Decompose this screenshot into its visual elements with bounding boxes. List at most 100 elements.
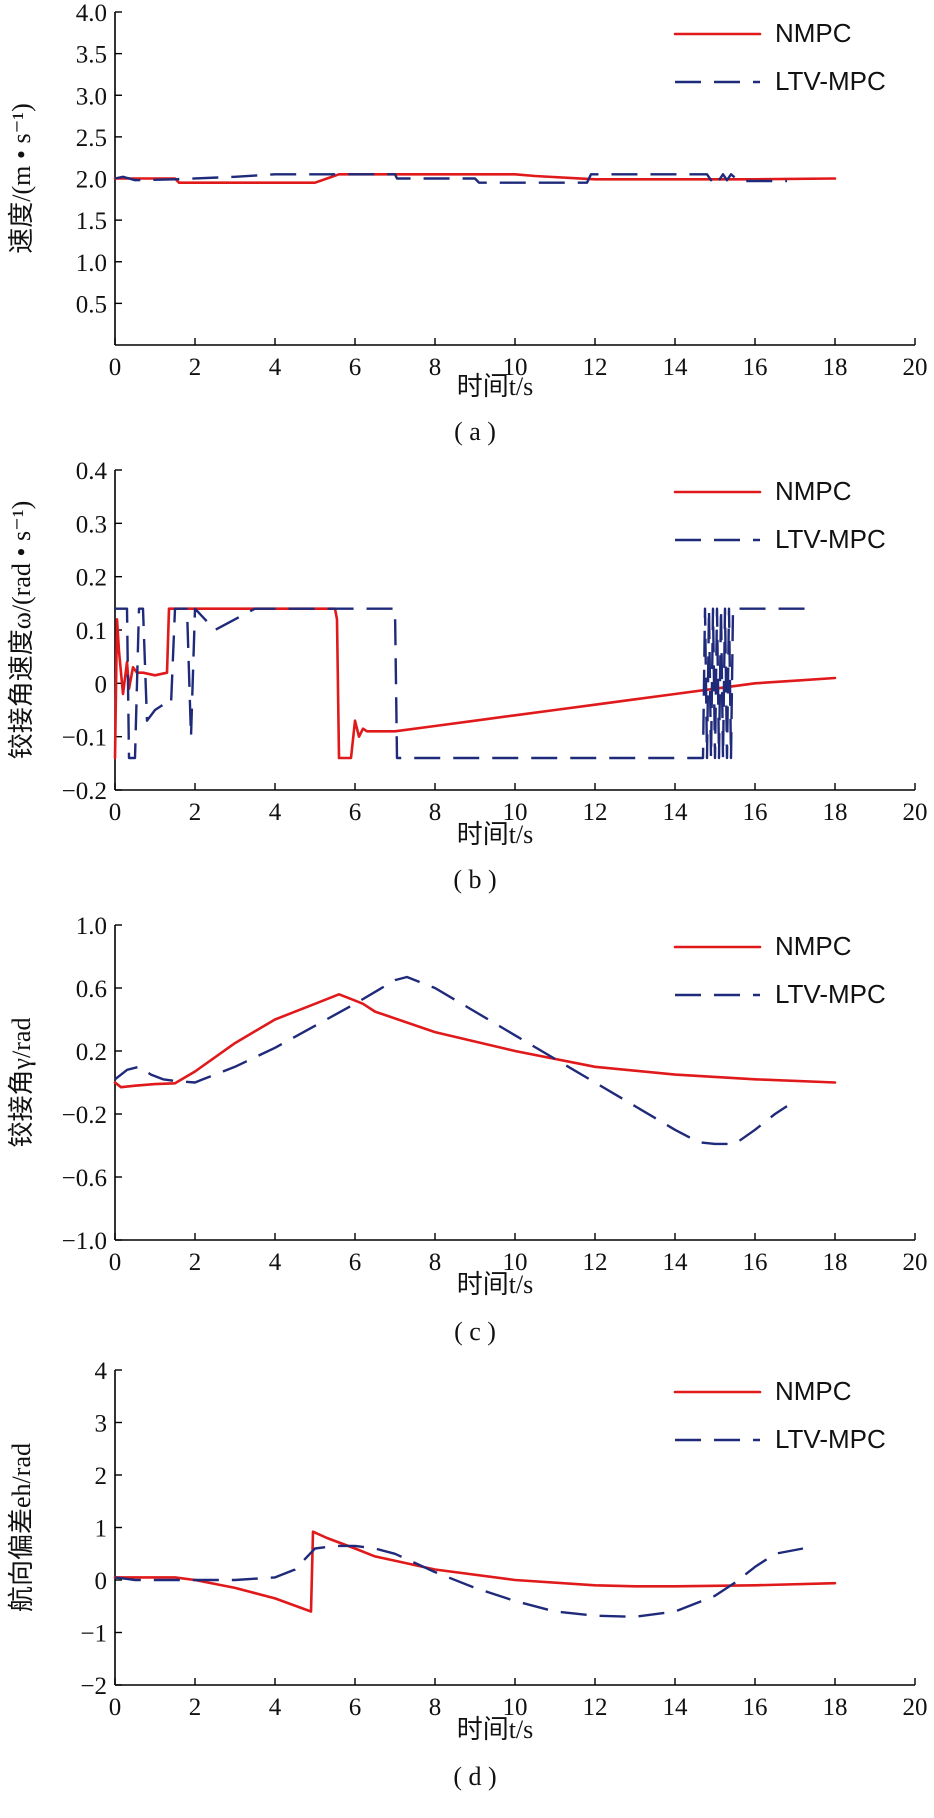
x-tick-label: 10 xyxy=(503,799,528,826)
x-tick-label: 0 xyxy=(109,799,122,826)
y-tick-label: 2.0 xyxy=(76,167,107,194)
y-tick-label: 0.2 xyxy=(76,565,107,592)
y-tick-label: −1.0 xyxy=(62,1228,107,1255)
x-tick-label: 12 xyxy=(583,354,608,381)
legend-label: LTV-MPC xyxy=(775,66,886,96)
y-tick-label: −1 xyxy=(80,1621,107,1648)
series-line-ltv-mpc xyxy=(114,1544,804,1619)
x-tick-label: 8 xyxy=(429,799,442,826)
x-tick-label: 6 xyxy=(349,799,362,826)
y-tick-label: 0 xyxy=(95,671,108,698)
x-tick-label: 10 xyxy=(503,1249,528,1276)
y-tick-label: 1.0 xyxy=(76,913,107,940)
y-tick-label: 0.1 xyxy=(76,618,107,645)
x-tick-label: 4 xyxy=(269,799,282,826)
legend-label: LTV-MPC xyxy=(775,979,886,1009)
legend-label: NMPC xyxy=(775,1376,852,1406)
y-tick-label: 1.5 xyxy=(76,208,107,235)
legend-label: LTV-MPC xyxy=(775,524,886,554)
x-tick-label: 12 xyxy=(583,1694,608,1721)
series-line-nmpc xyxy=(113,1530,837,1613)
y-tick-label: −0.2 xyxy=(62,778,107,805)
chart-panel-2: 0 2 4 6 8 10 12 14 16 18 20 −0.2 −0.1 0 0.1 0.2 0.3 0.4 时间… xyxy=(7,458,928,894)
y-tick-label: 1.0 xyxy=(76,250,107,277)
x-tick-label: 12 xyxy=(583,799,608,826)
x-tick-label: 18 xyxy=(823,1249,848,1276)
x-tick-label: 8 xyxy=(429,1249,442,1276)
y-tick-label: 0.3 xyxy=(76,511,107,538)
x-axis-title: 时间t/s xyxy=(457,372,534,401)
series-line-ltv-mpc xyxy=(115,607,807,760)
y-axis-title: 航向偏差eh/rad xyxy=(7,1443,36,1612)
x-tick-label: 4 xyxy=(269,354,282,381)
y-tick-label: 0.5 xyxy=(76,291,107,318)
x-tick-label: 0 xyxy=(109,354,122,381)
x-tick-label: 20 xyxy=(903,1694,928,1721)
y-tick-label: −0.2 xyxy=(62,1102,107,1129)
panel-label: ( c ) xyxy=(454,1317,496,1346)
legend-label: LTV-MPC xyxy=(775,1424,886,1454)
x-tick-label: 6 xyxy=(349,354,362,381)
y-tick-label: 4 xyxy=(95,1358,108,1385)
chart-panel-1: 0 2 4 6 8 10 12 14 16 18 20 0.5 1.0 1.5 2.0 2.5 3.0 3.5 4.… xyxy=(7,0,928,446)
y-tick-label: −0.1 xyxy=(62,725,107,752)
x-tick-label: 18 xyxy=(823,354,848,381)
x-tick-label: 16 xyxy=(743,799,768,826)
x-tick-label: 2 xyxy=(189,354,202,381)
x-axis-title: 时间t/s xyxy=(457,820,534,849)
x-tick-label: 4 xyxy=(269,1694,282,1721)
x-tick-label: 12 xyxy=(583,1249,608,1276)
legend-label: NMPC xyxy=(775,476,852,506)
x-tick-label: 6 xyxy=(349,1249,362,1276)
x-tick-label: 10 xyxy=(503,354,528,381)
x-tick-label: 20 xyxy=(903,799,928,826)
y-axis-title: 铰接角γ/rad xyxy=(7,1018,36,1148)
y-axis-title: 铰接角速度ω/(rad • s⁻¹) xyxy=(7,501,36,760)
x-tick-label: 8 xyxy=(429,1694,442,1721)
x-tick-label: 0 xyxy=(109,1694,122,1721)
x-tick-label: 2 xyxy=(189,1694,202,1721)
y-tick-label: 3.0 xyxy=(76,83,107,110)
y-tick-label: 3 xyxy=(95,1411,108,1438)
x-tick-label: 14 xyxy=(663,354,689,381)
x-tick-label: 10 xyxy=(503,1694,528,1721)
chart-panel-3: 0 2 4 6 8 10 12 14 16 18 20 −1.0 −0.6 −0.2 0.2 0.6 1.0 时间… xyxy=(7,913,928,1346)
panel-label: ( b ) xyxy=(453,865,496,894)
chart-panel-4: 0 2 4 6 8 10 12 14 16 18 20−2−101234时间t/s航向偏差eh/ra… xyxy=(7,1358,928,1791)
y-tick-label: 0.6 xyxy=(76,976,107,1003)
y-axis-title: 速度/(m • s⁻¹) xyxy=(7,103,36,254)
series-line-nmpc xyxy=(113,607,837,760)
y-tick-label: 4.0 xyxy=(76,0,107,27)
x-tick-label: 2 xyxy=(189,1249,202,1276)
series-line-nmpc xyxy=(113,992,837,1089)
legend-label: NMPC xyxy=(775,931,852,961)
y-tick-label: 1 xyxy=(95,1516,108,1543)
y-tick-label: 2.5 xyxy=(76,125,107,152)
x-tick-label: 16 xyxy=(743,354,768,381)
legend-label: NMPC xyxy=(775,18,852,48)
x-tick-label: 14 xyxy=(663,1249,689,1276)
x-tick-label: 0 xyxy=(109,1249,122,1276)
x-tick-label: 20 xyxy=(903,354,928,381)
x-tick-label: 4 xyxy=(269,1249,282,1276)
y-tick-label: 0.2 xyxy=(76,1039,107,1066)
panel-label: ( a ) xyxy=(454,417,496,446)
x-tick-label: 8 xyxy=(429,354,442,381)
panel-label: ( d ) xyxy=(453,1762,496,1791)
x-tick-label: 2 xyxy=(189,799,202,826)
x-tick-label: 14 xyxy=(663,1694,689,1721)
y-tick-label: −2 xyxy=(80,1673,107,1700)
x-tick-label: 18 xyxy=(823,799,848,826)
x-tick-label: 16 xyxy=(743,1694,768,1721)
x-tick-label: 6 xyxy=(349,1694,362,1721)
x-tick-label: 14 xyxy=(663,799,689,826)
x-axis-title: 时间t/s xyxy=(457,1270,534,1299)
y-tick-label: 0 xyxy=(95,1568,108,1595)
series-line-ltv-mpc xyxy=(114,975,788,1146)
x-tick-label: 16 xyxy=(743,1249,768,1276)
x-tick-label: 20 xyxy=(903,1249,928,1276)
x-tick-label: 18 xyxy=(823,1694,848,1721)
y-tick-label: 2 xyxy=(95,1463,108,1490)
y-tick-label: 3.5 xyxy=(76,42,107,69)
